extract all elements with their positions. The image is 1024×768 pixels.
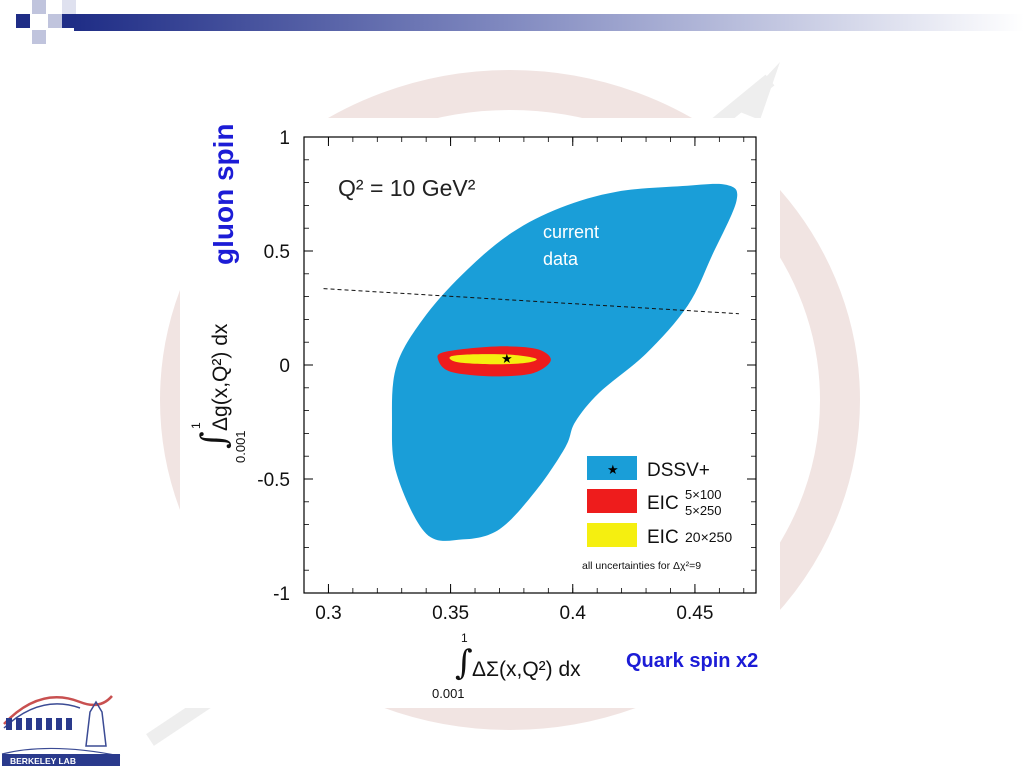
legend-label-eic-20: EIC xyxy=(647,527,679,548)
quark-spin-annotation: Quark spin x2 xyxy=(626,650,759,672)
y-tick-label: 1 xyxy=(279,128,290,149)
central-value-marker: ★ xyxy=(501,352,513,367)
x-integral-lower: 0.001 xyxy=(432,686,465,701)
y-axis-label: Δg(x,Q²) dx xyxy=(209,323,232,431)
y-tick-label: 0.5 xyxy=(264,242,290,263)
region-label-line2: data xyxy=(543,249,579,269)
data-layer: ★ xyxy=(323,183,739,541)
x-axis-label: ΔΣ(x,Q²) dx xyxy=(472,658,581,681)
y-integral-lower: 0.001 xyxy=(233,430,248,463)
tick-layer: 0.3 0.35 0.4 0.45 1 0.5 0 -0.5 -1 xyxy=(257,128,756,624)
y-tick-label: 0 xyxy=(279,356,290,377)
x-axis-label-group: ∫ 1 0.001 ΔΣ(x,Q²) dx xyxy=(432,631,581,701)
x-integral-sign: ∫ xyxy=(455,643,473,683)
legend-note: all uncertainties for Δχ²=9 xyxy=(582,560,701,572)
berkeley-lab-logo: BERKELEY LAB xyxy=(1,695,121,766)
legend-swatch-dssv xyxy=(587,456,637,480)
x-tick-label: 0.45 xyxy=(676,603,713,624)
legend: ★ DSSV+ EIC 5×100 5×250 EIC 20×250 all u… xyxy=(582,456,732,572)
dashed-reference-line xyxy=(323,288,739,315)
logo-text: BERKELEY LAB xyxy=(10,756,76,766)
spin-constraint-chart: ★ 0.3 0.35 0.4 0.45 1 0.5 0 -0.5 -1 Q² = 10 GeV²… xyxy=(180,118,780,708)
x-tick-label: 0.4 xyxy=(560,603,587,624)
legend-swatch-eic-20 xyxy=(587,523,637,547)
legend-label-eic-5: EIC xyxy=(647,493,679,514)
y-integral-sign: ∫ xyxy=(194,431,234,449)
legend-swatch-eic-5 xyxy=(587,489,637,513)
y-tick-label: -0.5 xyxy=(257,470,290,491)
x-integral-upper: 1 xyxy=(461,631,468,645)
chart-title: Q² = 10 GeV² xyxy=(338,175,476,201)
region-eic-20 xyxy=(449,354,537,365)
gluon-spin-annotation: gluon spin xyxy=(208,123,239,265)
legend-sub-5x250: 5×250 xyxy=(685,503,722,518)
region-label-line1: current xyxy=(543,222,599,242)
y-axis-label-group: ∫ 1 0.001 Δg(x,Q²) dx xyxy=(189,323,248,463)
x-tick-label: 0.35 xyxy=(432,603,469,624)
legend-sub-20x250: 20×250 xyxy=(685,529,732,545)
legend-label-dssv: DSSV+ xyxy=(647,460,710,481)
region-dssv xyxy=(391,183,738,541)
y-integral-upper: 1 xyxy=(189,422,203,429)
y-tick-label: -1 xyxy=(273,584,290,605)
legend-marker-star: ★ xyxy=(607,463,619,478)
x-tick-label: 0.3 xyxy=(315,603,341,624)
slide-corner-decoration xyxy=(16,0,1024,44)
legend-sub-5x100: 5×100 xyxy=(685,487,722,502)
